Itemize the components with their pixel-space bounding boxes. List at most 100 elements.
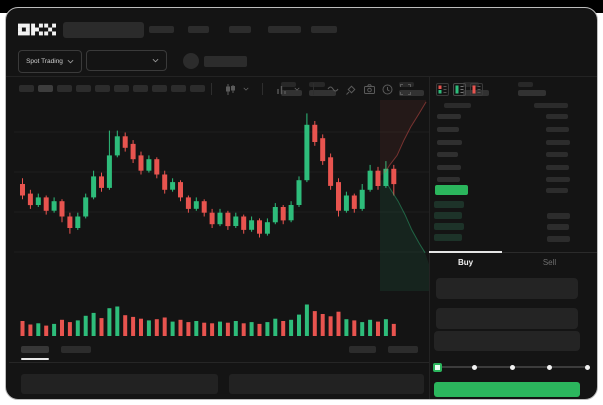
chevron-down-icon[interactable]	[243, 87, 249, 91]
ticker-stat	[281, 82, 311, 97]
order-amount-field[interactable]	[436, 308, 578, 329]
amount-slider[interactable]	[429, 360, 597, 374]
stat-label-placeholder	[309, 82, 325, 87]
order-total-field[interactable]	[434, 331, 580, 351]
slider-stop-dot[interactable]	[472, 364, 477, 370]
line-tool-icon[interactable]	[327, 85, 339, 93]
table-row-placeholder	[229, 374, 424, 394]
ask-row-amount[interactable]	[546, 177, 570, 182]
bid-row-price[interactable]	[434, 212, 462, 219]
price-column-header	[444, 103, 471, 108]
ask-row-amount[interactable]	[546, 165, 569, 170]
chart-type-icon[interactable]	[225, 83, 236, 95]
stat-label-placeholder	[281, 82, 296, 87]
chevron-down-icon	[67, 59, 74, 64]
timeframe-row	[19, 85, 205, 92]
bid-row-price[interactable]	[434, 234, 462, 241]
amount-column-header	[534, 103, 568, 108]
timeframe-button[interactable]	[171, 85, 186, 92]
last-price-bar[interactable]	[435, 185, 468, 195]
ask-row-price[interactable]	[437, 152, 458, 157]
tab-sell[interactable]: Sell	[542, 258, 557, 267]
timeframe-button[interactable]	[152, 85, 167, 92]
timeframe-button[interactable]	[133, 85, 148, 92]
ticker-stat	[518, 82, 548, 97]
timeframe-button[interactable]	[76, 85, 91, 92]
camera-icon[interactable]	[364, 84, 375, 94]
ticker-stat	[309, 82, 339, 97]
stat-label-placeholder	[399, 82, 414, 87]
ask-row-price[interactable]	[437, 140, 462, 145]
slider-stops	[429, 360, 597, 374]
timeframe-button[interactable]	[114, 85, 129, 92]
fullscreen-icon[interactable]	[400, 83, 411, 95]
positions-panel	[6, 342, 429, 399]
top-nav	[6, 8, 597, 46]
timeframe-button[interactable]	[38, 85, 53, 92]
bid-row-price[interactable]	[434, 201, 464, 208]
history-icon[interactable]	[382, 84, 393, 95]
ask-row-amount[interactable]	[546, 188, 568, 193]
buy-submit-button[interactable]	[434, 382, 580, 397]
stat-value-placeholder	[399, 90, 424, 96]
depth-chart-overlay	[380, 100, 429, 291]
book-asks-icon[interactable]	[470, 83, 483, 96]
divider	[6, 76, 597, 77]
ask-row-price[interactable]	[437, 177, 460, 182]
tab-buy[interactable]: Buy	[457, 258, 474, 267]
chart-tools	[205, 82, 411, 96]
bid-row-price[interactable]	[434, 223, 464, 230]
slider-stop-dot[interactable]	[584, 364, 590, 370]
timeframe-button[interactable]	[57, 85, 72, 92]
trading-mode-selector[interactable]: Spot Trading	[18, 50, 82, 73]
timeframe-button[interactable]	[95, 85, 110, 92]
nav-item[interactable]	[268, 26, 301, 33]
indicators-icon[interactable]	[276, 84, 287, 95]
ask-row-amount[interactable]	[546, 114, 568, 119]
okx-logo[interactable]	[18, 23, 56, 36]
bid-row-amount[interactable]	[547, 224, 569, 230]
timeframe-button[interactable]	[190, 85, 205, 92]
search-input[interactable]	[63, 22, 144, 38]
nav-item[interactable]	[311, 26, 337, 33]
slider-stop-dot[interactable]	[509, 364, 515, 370]
panel-action-button[interactable]	[388, 346, 418, 353]
divider	[313, 83, 314, 95]
bid-row-amount[interactable]	[547, 213, 570, 219]
book-bids-icon[interactable]	[453, 83, 466, 96]
order-book-panel: Buy Sell	[429, 76, 597, 399]
pair-selector-dropdown[interactable]	[86, 50, 167, 71]
trading-mode-label: Spot Trading	[26, 58, 63, 65]
volume-chart[interactable]	[14, 300, 429, 340]
pair-name-placeholder	[204, 56, 247, 67]
slider-stop-dot[interactable]	[547, 364, 552, 370]
bid-row-amount[interactable]	[547, 236, 570, 242]
coin-avatar	[183, 53, 199, 69]
ask-row-amount[interactable]	[546, 127, 569, 132]
nav-item[interactable]	[229, 26, 251, 33]
bottom-tab-active[interactable]	[21, 346, 49, 353]
order-price-field[interactable]	[436, 278, 578, 299]
ask-row-amount[interactable]	[546, 140, 570, 145]
nav-item[interactable]	[188, 26, 209, 33]
okx-trading-window: Spot Trading	[5, 7, 598, 400]
draw-tool-icon[interactable]	[346, 84, 357, 95]
active-tab-underline	[21, 358, 49, 360]
slider-handle[interactable]	[432, 362, 442, 372]
ask-row-price[interactable]	[437, 127, 459, 132]
timeframe-button[interactable]	[19, 85, 34, 92]
ask-row-amount[interactable]	[546, 152, 568, 157]
candlestick-chart[interactable]	[14, 100, 429, 291]
divider	[502, 252, 597, 253]
bottom-tab[interactable]	[61, 346, 91, 353]
chevron-down-icon[interactable]	[294, 87, 300, 91]
nav-item[interactable]	[149, 26, 174, 33]
divider	[211, 83, 212, 95]
book-both-icon[interactable]	[436, 83, 449, 96]
stat-value-placeholder	[309, 90, 336, 96]
chevron-down-icon	[152, 58, 159, 63]
panel-action-button[interactable]	[349, 346, 376, 353]
ask-row-price[interactable]	[437, 114, 461, 119]
ask-row-price[interactable]	[437, 165, 461, 170]
table-row-placeholder	[21, 374, 218, 394]
